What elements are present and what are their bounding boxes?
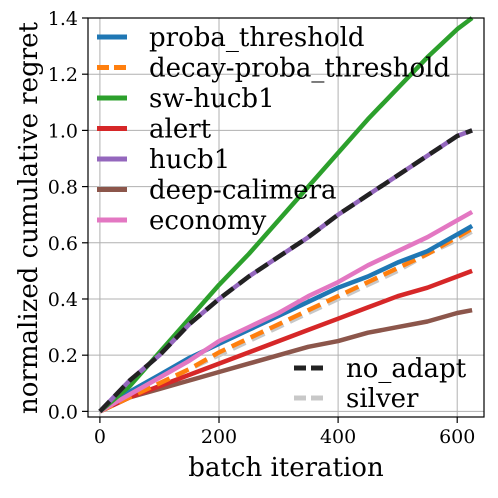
- y-tick-label: 1.4: [48, 8, 78, 30]
- series-line-decay-proba_threshold: [98, 226, 474, 414]
- legend-label-sw-hucb1: sw-hucb1: [149, 84, 275, 114]
- series-line-proba_threshold: [98, 223, 474, 414]
- series-line-deep-calimera: [98, 307, 473, 414]
- y-tick-label: 0.6: [48, 233, 78, 255]
- legend-label-alert: alert: [149, 115, 212, 145]
- y-tick-label: 1.0: [48, 120, 78, 142]
- y-tick-label: 0.2: [48, 345, 78, 367]
- legend-label-economy: economy: [149, 206, 267, 236]
- x-tick-label: 600: [439, 426, 475, 448]
- legend-label-hucb1: hucb1: [149, 145, 230, 175]
- series-line-no_adapt: [98, 128, 473, 413]
- y-tick-label: 0.8: [48, 177, 78, 199]
- plot-frame: [87, 17, 485, 418]
- series-line-alert: [98, 268, 473, 414]
- x-axis-label: batch iteration: [188, 453, 384, 483]
- x-tick-label: 400: [320, 426, 356, 448]
- series-line-sw-hucb1: [98, 16, 474, 414]
- y-axis-label: normalized cumulative regret: [14, 21, 44, 414]
- legend-main: proba_thresholddecay-proba_thresholdsw-h…: [97, 23, 450, 236]
- series-line-economy: [98, 209, 474, 414]
- y-tick-label: 0.0: [48, 401, 78, 423]
- legend-label-decay-proba_threshold: decay-proba_threshold: [149, 54, 450, 84]
- x-tick-label: 0: [94, 426, 106, 448]
- legend-label-no_adapt: no_adapt: [346, 354, 467, 384]
- x-tick-label: 200: [201, 426, 237, 448]
- y-tick-label: 1.2: [48, 64, 78, 86]
- legend-label-silver: silver: [346, 384, 419, 414]
- legend-label-deep-calimera: deep-calimera: [149, 176, 337, 206]
- series-lines: [98, 16, 474, 414]
- y-tick-label: 0.4: [48, 289, 78, 311]
- axis-ticks: 0 200 400 600 0.0 0.2 0.4 0.6 0.8 1.0 1.2 1.4: [48, 8, 476, 448]
- legend-label-proba_threshold: proba_threshold: [149, 23, 365, 53]
